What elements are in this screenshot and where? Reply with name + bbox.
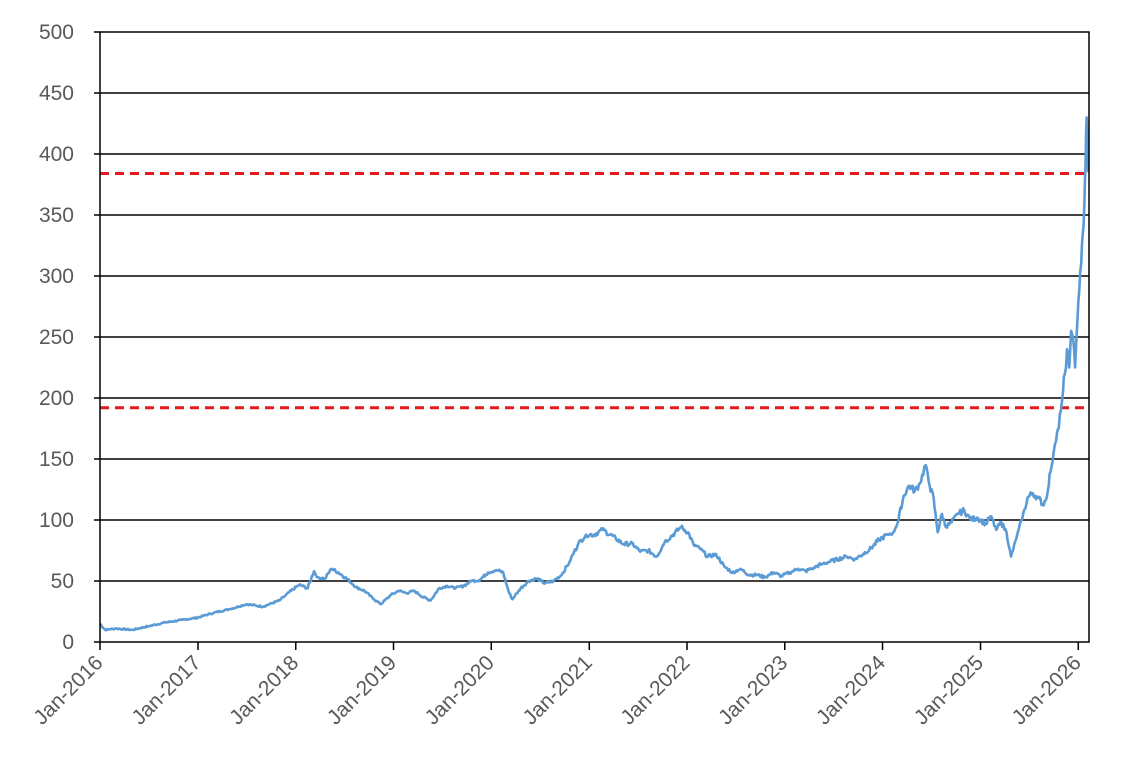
x-tick-label: Jan-2021 <box>519 651 597 729</box>
x-tick-label: Jan-2024 <box>812 651 890 729</box>
x-tick-label: Jan-2026 <box>1008 651 1086 729</box>
y-tick-label: 300 <box>39 265 74 288</box>
gridlines <box>100 92 1089 582</box>
y-tick-label: 450 <box>39 82 74 105</box>
y-tick-label: 50 <box>51 570 74 593</box>
x-tick-label: Jan-2025 <box>910 651 988 729</box>
y-tick-labels: 0 50 100 150 200 250 300 350 400 450 500 <box>39 21 74 654</box>
x-tick-labels: Jan-2016 Jan-2017 Jan-2018 Jan-2019 Jan-2020… <box>29 651 1085 729</box>
y-tick-label: 150 <box>39 448 74 471</box>
x-tick-label: Jan-2018 <box>225 651 303 729</box>
axes <box>94 31 1090 650</box>
y-tick-label: 500 <box>39 21 74 44</box>
y-tick-label: 350 <box>39 204 74 227</box>
y-tick-label: 400 <box>39 143 74 166</box>
x-tick-label: Jan-2017 <box>127 651 205 729</box>
y-tick-label: 250 <box>39 326 74 349</box>
x-tick-label: Jan-2023 <box>714 651 792 729</box>
y-tick-label: 200 <box>39 387 74 410</box>
price-series-line <box>98 116 1090 632</box>
x-tick-label: Jan-2019 <box>323 651 401 729</box>
x-tick-label: Jan-2022 <box>616 651 694 729</box>
y-tick-label: 0 <box>62 631 74 654</box>
x-tick-label: Jan-2020 <box>421 651 499 729</box>
series-group <box>98 116 1090 632</box>
y-tick-label: 100 <box>39 509 74 532</box>
x-tick-label: Jan-2016 <box>29 651 107 729</box>
reference-lines <box>100 172 1089 410</box>
